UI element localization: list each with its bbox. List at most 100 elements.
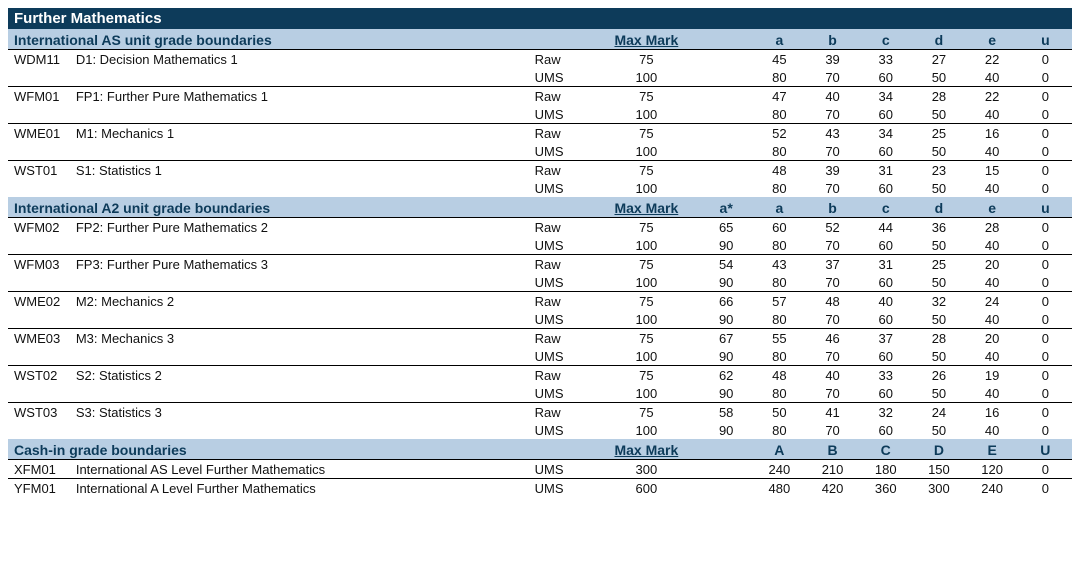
grade-0: 60 [753, 218, 806, 237]
max-mark: 75 [593, 255, 699, 274]
unit-code: WFM02 [8, 218, 72, 237]
grade-1: 70 [806, 236, 859, 255]
mark-type: Raw [535, 329, 594, 348]
unit-code: WST01 [8, 161, 72, 180]
unit-name: International AS Level Further Mathemati… [72, 460, 535, 479]
grade-2: 44 [859, 218, 912, 237]
grade-astar [700, 87, 753, 106]
table-row: UMS1009080706050400 [8, 273, 1072, 292]
mark-type: Raw [535, 87, 594, 106]
mark-type: UMS [535, 142, 594, 161]
grade-2: 360 [859, 479, 912, 498]
grade-1: 37 [806, 255, 859, 274]
grade-5: 0 [1019, 105, 1072, 124]
grade-1: 70 [806, 273, 859, 292]
grade-header-astar [700, 439, 753, 460]
grade-2: 60 [859, 347, 912, 366]
max-mark: 100 [593, 142, 699, 161]
grade-astar: 66 [700, 292, 753, 311]
mark-type: UMS [535, 179, 594, 197]
grade-astar [700, 68, 753, 87]
table-row: YFM01International A Level Further Mathe… [8, 479, 1072, 498]
max-mark-header: Max Mark [593, 439, 699, 460]
grade-2: 60 [859, 273, 912, 292]
grade-2: 60 [859, 384, 912, 403]
unit-code [8, 347, 72, 366]
max-mark-header: Max Mark [593, 197, 699, 218]
grade-1: 40 [806, 87, 859, 106]
grade-3: 36 [912, 218, 965, 237]
grade-astar: 90 [700, 310, 753, 329]
max-mark: 75 [593, 87, 699, 106]
unit-name: S1: Statistics 1 [72, 161, 535, 180]
grade-5: 0 [1019, 479, 1072, 498]
grade-5: 0 [1019, 384, 1072, 403]
grade-5: 0 [1019, 68, 1072, 87]
grade-2: 60 [859, 236, 912, 255]
grade-3: 23 [912, 161, 965, 180]
grade-3: 32 [912, 292, 965, 311]
mark-type: Raw [535, 124, 594, 143]
grade-header-4: E [966, 439, 1019, 460]
grade-0: 50 [753, 403, 806, 422]
unit-name [72, 421, 535, 439]
mark-type: Raw [535, 218, 594, 237]
max-mark: 100 [593, 347, 699, 366]
grade-0: 240 [753, 460, 806, 479]
grade-1: 39 [806, 161, 859, 180]
grade-4: 28 [966, 218, 1019, 237]
unit-name: FP1: Further Pure Mathematics 1 [72, 87, 535, 106]
grade-astar: 90 [700, 384, 753, 403]
unit-code [8, 105, 72, 124]
unit-name [72, 142, 535, 161]
grade-4: 22 [966, 50, 1019, 69]
max-mark: 100 [593, 179, 699, 197]
grade-1: 70 [806, 384, 859, 403]
grade-2: 33 [859, 366, 912, 385]
mark-type: UMS [535, 273, 594, 292]
boundaries-table: International AS unit grade boundariesMa… [8, 29, 1072, 497]
unit-name [72, 179, 535, 197]
section-header: International AS unit grade boundariesMa… [8, 29, 1072, 50]
grade-5: 0 [1019, 292, 1072, 311]
grade-2: 60 [859, 310, 912, 329]
grade-2: 31 [859, 161, 912, 180]
grade-0: 43 [753, 255, 806, 274]
unit-code [8, 236, 72, 255]
max-mark-header: Max Mark [593, 29, 699, 50]
grade-0: 80 [753, 68, 806, 87]
grade-2: 37 [859, 329, 912, 348]
grade-1: 43 [806, 124, 859, 143]
grade-5: 0 [1019, 347, 1072, 366]
table-row: WFM02FP2: Further Pure Mathematics 2Raw7… [8, 218, 1072, 237]
grade-2: 60 [859, 421, 912, 439]
mark-type: Raw [535, 255, 594, 274]
grade-0: 80 [753, 142, 806, 161]
grade-5: 0 [1019, 161, 1072, 180]
grade-3: 50 [912, 142, 965, 161]
max-mark: 100 [593, 273, 699, 292]
unit-name [72, 236, 535, 255]
grade-astar [700, 142, 753, 161]
grade-3: 50 [912, 347, 965, 366]
grade-2: 60 [859, 68, 912, 87]
grade-4: 20 [966, 329, 1019, 348]
grade-astar [700, 179, 753, 197]
table-row: UMS1009080706050400 [8, 421, 1072, 439]
grade-2: 34 [859, 87, 912, 106]
grade-0: 80 [753, 179, 806, 197]
max-mark: 100 [593, 105, 699, 124]
max-mark: 100 [593, 384, 699, 403]
grade-1: 70 [806, 68, 859, 87]
grade-4: 20 [966, 255, 1019, 274]
mark-type: UMS [535, 310, 594, 329]
mark-type: UMS [535, 105, 594, 124]
unit-code: WDM11 [8, 50, 72, 69]
grade-4: 16 [966, 403, 1019, 422]
mark-type: UMS [535, 479, 594, 498]
grade-header-0: A [753, 439, 806, 460]
max-mark: 100 [593, 68, 699, 87]
grade-header-2: C [859, 439, 912, 460]
grade-header-5: u [1019, 197, 1072, 218]
grade-4: 240 [966, 479, 1019, 498]
